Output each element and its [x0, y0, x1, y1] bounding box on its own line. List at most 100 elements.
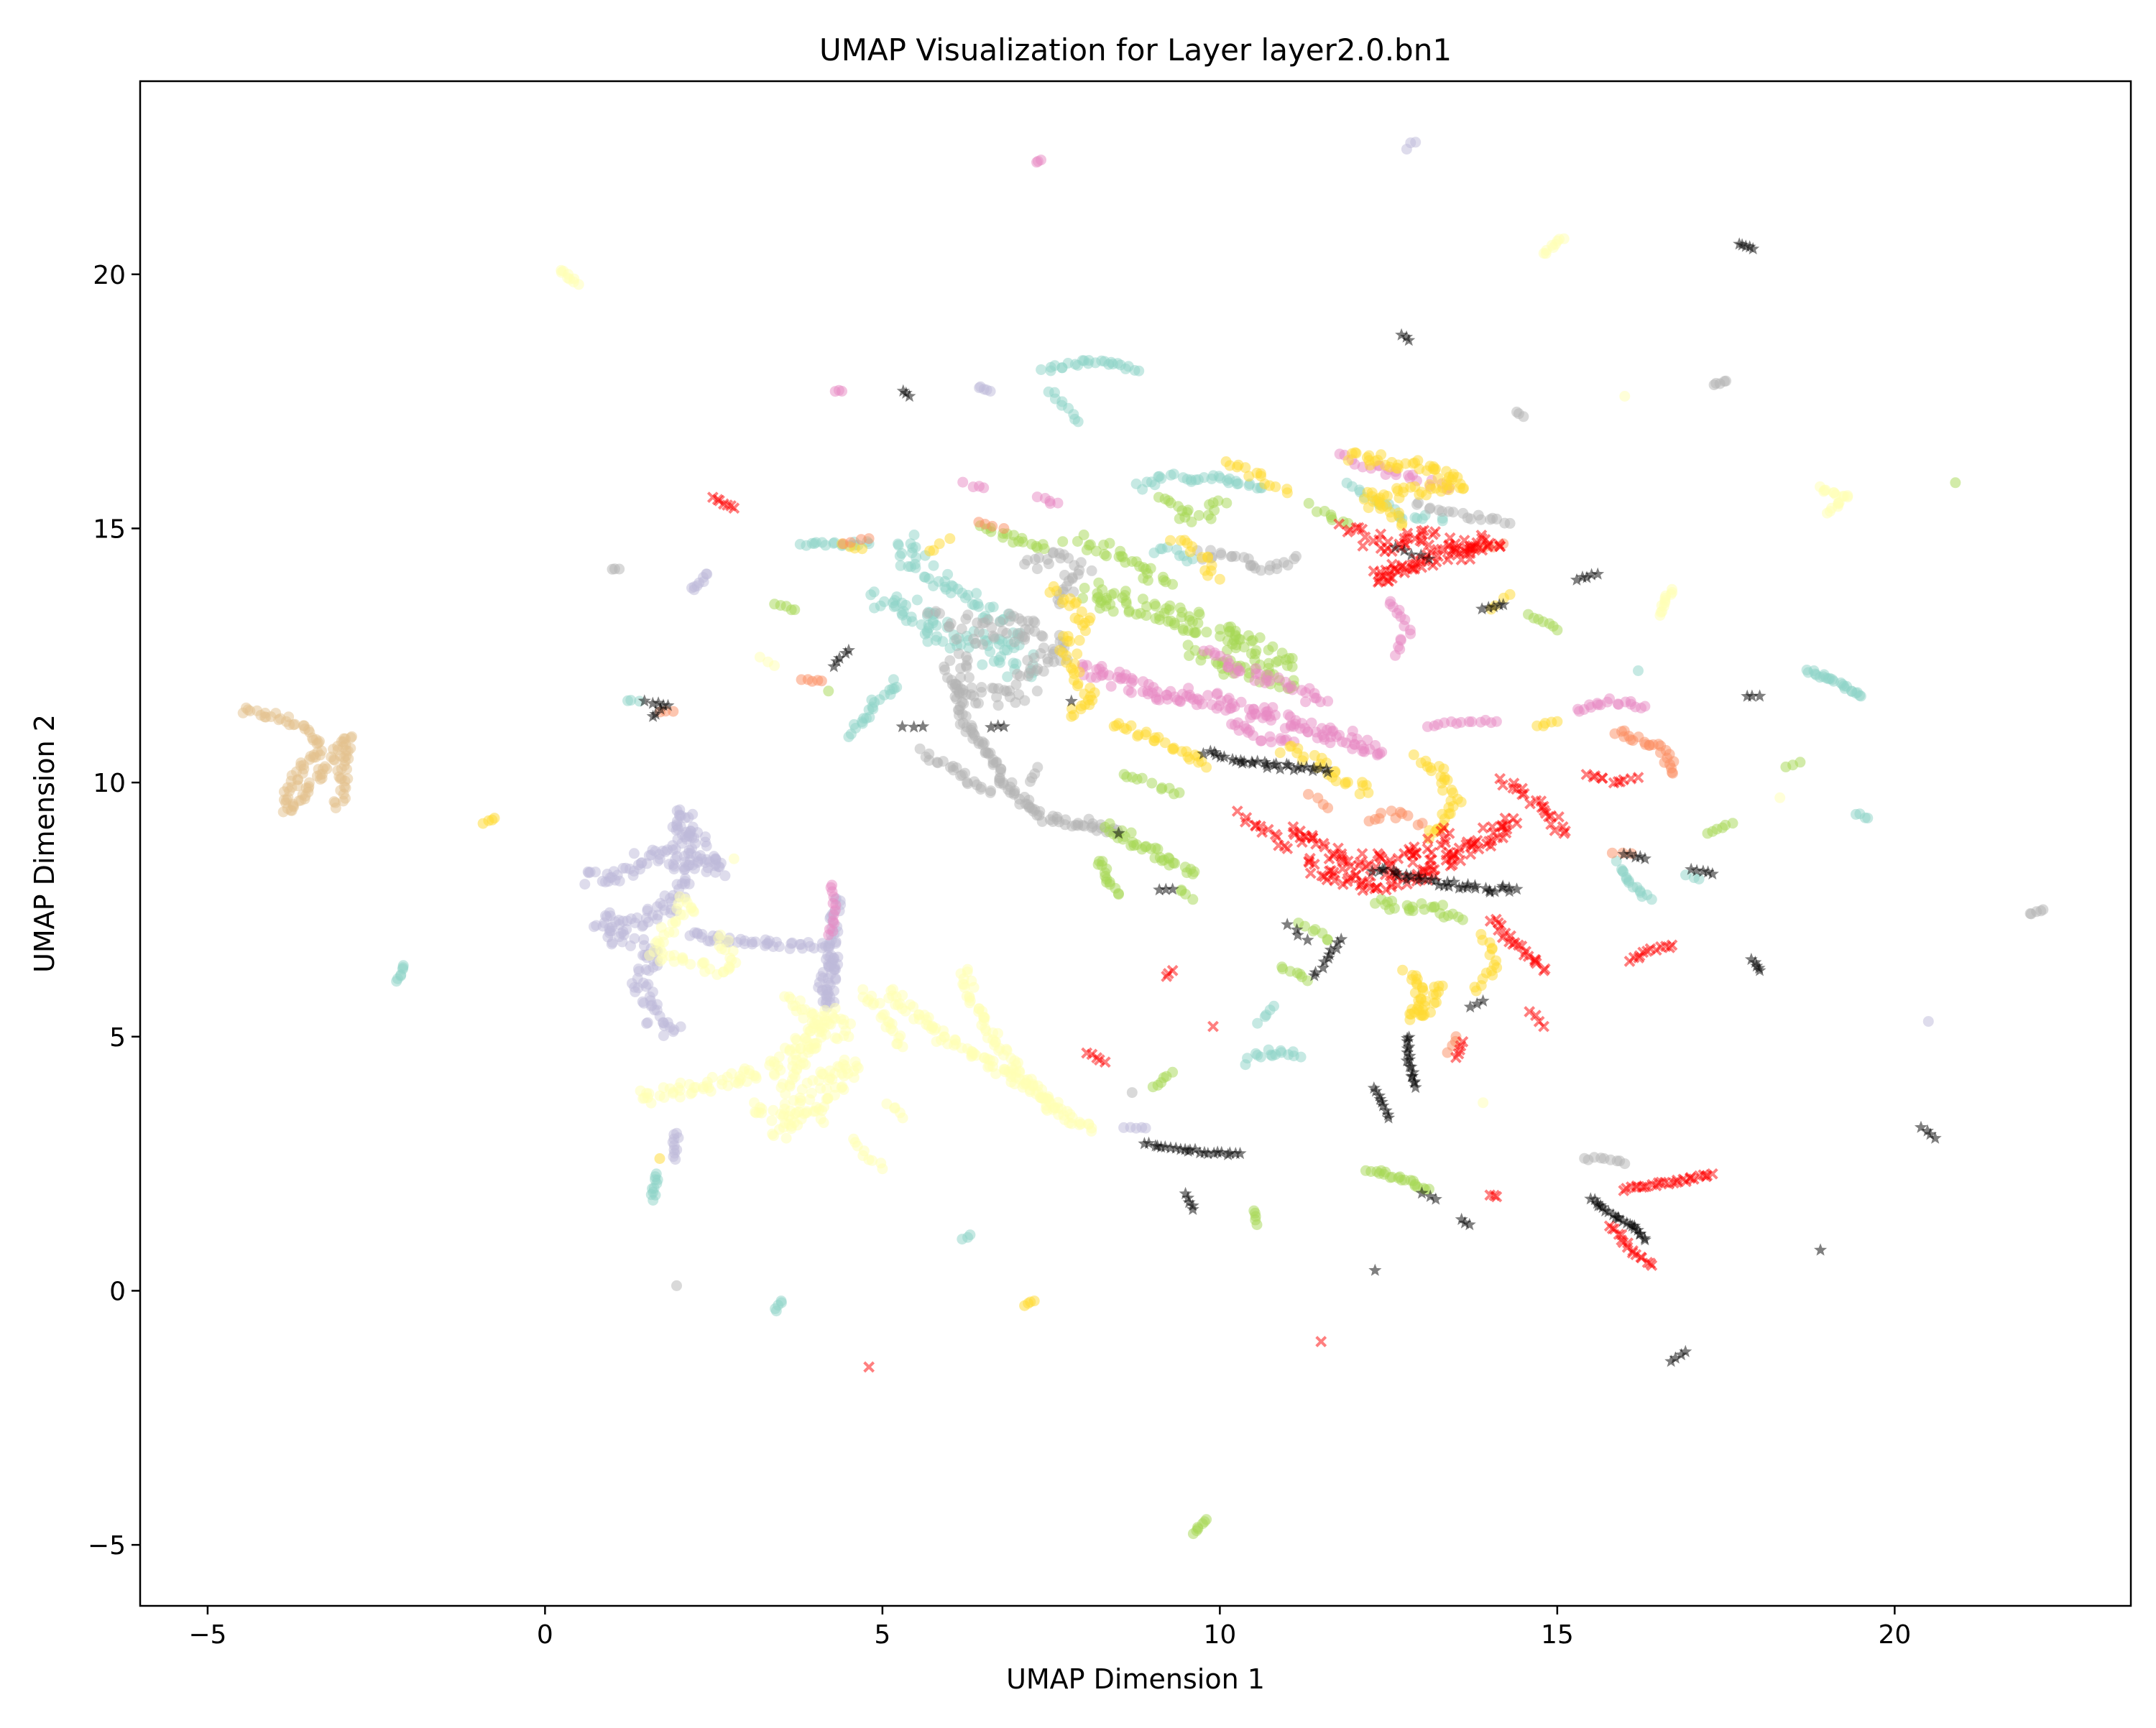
data-point — [1041, 1094, 1053, 1104]
data-point — [1075, 557, 1087, 568]
data-point — [801, 1106, 813, 1117]
data-point — [658, 1082, 669, 1094]
data-point — [1261, 760, 1274, 773]
data-point — [1407, 458, 1419, 469]
data-point — [1031, 665, 1042, 676]
data-point — [1442, 879, 1456, 892]
data-point — [1303, 789, 1314, 800]
data-point — [804, 941, 816, 952]
data-point — [1416, 818, 1428, 829]
data-point — [977, 639, 988, 650]
data-point — [1701, 865, 1715, 878]
data-point — [1354, 484, 1365, 496]
data-point — [1270, 481, 1281, 492]
data-point — [679, 812, 691, 823]
data-point — [1076, 606, 1087, 617]
data-point — [1262, 823, 1274, 836]
data-point — [1487, 600, 1501, 613]
data-point — [653, 855, 663, 867]
data-point — [1182, 1196, 1196, 1209]
data-point — [1168, 468, 1179, 480]
data-point — [1341, 477, 1353, 489]
data-point — [1447, 875, 1461, 888]
data-point — [1187, 894, 1199, 905]
data-point — [968, 981, 980, 993]
data-point — [1031, 491, 1043, 503]
data-point — [1327, 514, 1338, 525]
data-point — [1706, 1168, 1718, 1180]
data-point — [1317, 961, 1330, 974]
data-point — [1504, 517, 1516, 529]
data-point — [1500, 827, 1512, 839]
data-point — [1604, 693, 1616, 704]
data-point — [897, 1112, 908, 1124]
data-point — [1558, 827, 1570, 839]
data-point — [1250, 1048, 1261, 1059]
data-point — [1029, 626, 1041, 637]
data-point — [1245, 755, 1258, 768]
data-point — [1189, 1142, 1202, 1155]
data-point — [1432, 472, 1444, 484]
data-point — [1090, 545, 1102, 557]
y-axis-ticks: −5 0 5 10 15 20 — [88, 261, 140, 1561]
data-point — [1231, 461, 1243, 473]
data-point — [1207, 745, 1221, 758]
data-point — [1447, 908, 1458, 920]
data-point — [1274, 747, 1286, 759]
data-point — [966, 682, 977, 693]
data-point — [1743, 240, 1756, 253]
data-point — [1031, 685, 1043, 697]
data-point — [922, 608, 934, 619]
data-point — [1181, 1191, 1195, 1203]
data-point — [1373, 864, 1386, 877]
data-point — [833, 651, 846, 664]
data-point — [1142, 1136, 1156, 1149]
data-point — [1447, 507, 1459, 518]
data-point — [1214, 573, 1225, 585]
data-point — [1164, 1141, 1177, 1154]
data-point — [685, 958, 696, 970]
data-point — [641, 1017, 653, 1029]
data-point — [1146, 777, 1158, 789]
data-point — [695, 850, 706, 861]
data-point — [1693, 874, 1705, 884]
data-point — [1074, 1119, 1085, 1130]
data-point — [1602, 1205, 1616, 1218]
data-point — [991, 719, 1005, 731]
data-point — [1227, 638, 1238, 650]
data-point — [649, 707, 663, 720]
data-point — [1401, 1045, 1414, 1058]
data-point — [955, 662, 967, 674]
data-point — [1235, 696, 1247, 708]
data-point — [1408, 749, 1419, 760]
data-point — [1165, 535, 1176, 546]
data-point — [1406, 1066, 1420, 1078]
data-point — [1422, 833, 1434, 845]
data-point — [1193, 509, 1204, 521]
data-point — [988, 632, 1000, 643]
data-point — [330, 803, 341, 813]
data-point — [719, 870, 731, 882]
data-point — [997, 719, 1010, 732]
data-point — [1617, 847, 1631, 860]
data-point — [1638, 1233, 1651, 1246]
data-point — [1524, 1006, 1536, 1017]
data-point — [1720, 375, 1732, 387]
data-point — [1638, 851, 1651, 864]
data-point — [625, 695, 637, 706]
data-point — [1388, 563, 1400, 576]
data-point — [1163, 495, 1174, 507]
data-point — [1401, 1035, 1414, 1048]
x-tick-label: 20 — [1878, 1620, 1911, 1650]
data-point — [1591, 567, 1605, 580]
data-point — [1252, 1017, 1263, 1029]
data-point — [970, 1050, 982, 1061]
data-point — [1634, 849, 1647, 863]
data-point — [1516, 788, 1528, 800]
data-point — [1855, 690, 1866, 702]
data-point — [1424, 1189, 1437, 1202]
data-point — [1104, 826, 1115, 838]
data-point — [1392, 459, 1404, 471]
data-point — [1009, 637, 1021, 647]
data-point — [1442, 553, 1454, 565]
